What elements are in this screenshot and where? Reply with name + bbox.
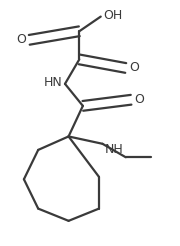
Text: OH: OH [103, 9, 123, 22]
Text: O: O [134, 93, 144, 106]
Text: HN: HN [44, 76, 62, 89]
Text: NH: NH [104, 143, 123, 156]
Text: O: O [129, 62, 139, 75]
Text: O: O [17, 33, 27, 46]
